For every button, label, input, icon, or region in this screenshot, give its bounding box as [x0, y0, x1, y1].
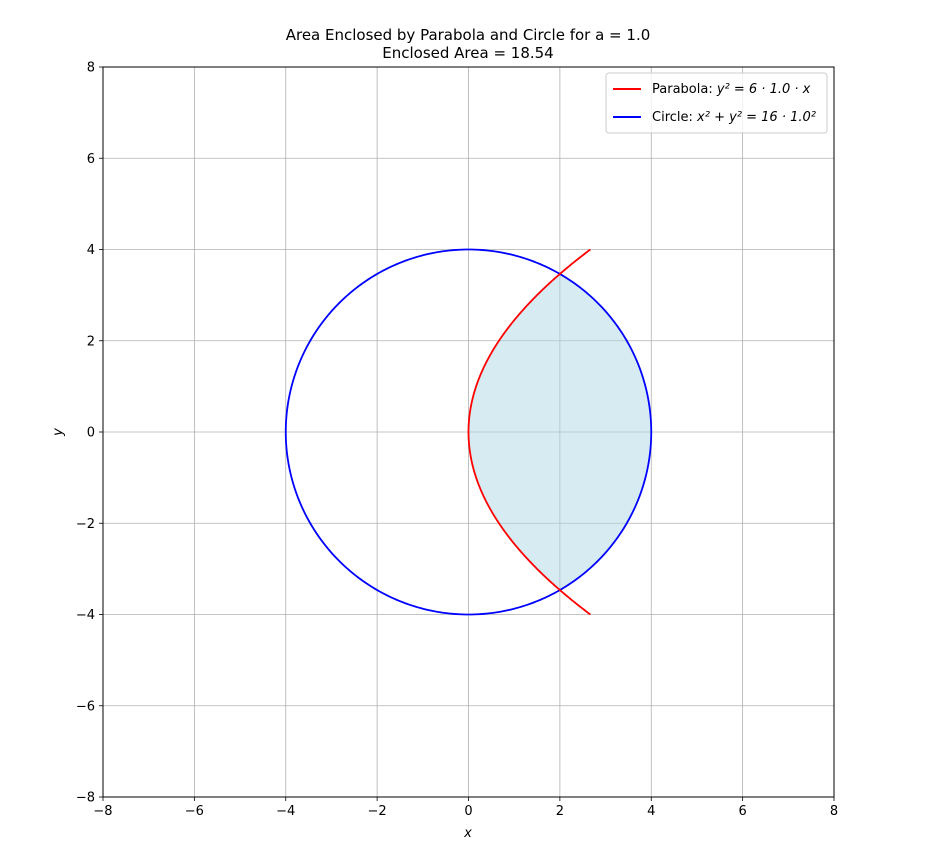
- fill-layer: [468, 273, 652, 591]
- legend-box: [605, 72, 828, 134]
- legend-prefix-parabola: Parabola:: [652, 82, 717, 97]
- y-tick-label-8: 8: [87, 61, 95, 76]
- x-tick-label-5: 2: [556, 804, 564, 819]
- x-tick-label-4: 0: [464, 804, 472, 819]
- y-tick-label-1: −6: [76, 699, 95, 714]
- y-tick-label-4: 0: [87, 426, 95, 441]
- y-tick-label-5: 2: [87, 334, 95, 349]
- y-tick-label-7: 6: [87, 152, 95, 167]
- y-tick-label-2: −4: [76, 608, 95, 623]
- x-axis-label: x: [463, 826, 472, 841]
- x-tick-label-8: 8: [830, 804, 838, 819]
- legend-label-circle: Circle: x² + y² = 16 · 1.0²: [652, 110, 816, 125]
- y-tick-label-3: −2: [76, 517, 95, 532]
- legend: Parabola: y² = 6 · 1.0 · x Circle: x² + …: [605, 72, 828, 134]
- x-tick-label-2: −4: [276, 804, 295, 819]
- x-tick-label-7: 6: [738, 804, 746, 819]
- y-axis-label: y: [51, 428, 66, 437]
- y-tick-label-6: 4: [87, 243, 95, 258]
- x-tick-label-3: −2: [368, 804, 387, 819]
- enclosed-area-fill: [468, 273, 652, 591]
- tick-layer: −8 −6 −4 −2 0 2 4 6 8 −8 −6 −4 −2 0 2 4 6 8: [76, 61, 838, 820]
- chart-subtitle: Enclosed Area = 18.54: [382, 44, 553, 62]
- chart-title: Area Enclosed by Parabola and Circle for…: [286, 26, 651, 44]
- y-tick-label-0: −8: [76, 791, 95, 806]
- legend-label-parabola: Parabola: y² = 6 · 1.0 · x: [652, 82, 811, 97]
- legend-math-parabola: y² = 6 · 1.0 · x: [716, 82, 811, 97]
- x-tick-label-1: −6: [185, 804, 204, 819]
- legend-prefix-circle: Circle:: [652, 110, 697, 125]
- series-layer: [284, 248, 653, 616]
- x-tick-label-6: 4: [647, 804, 655, 819]
- legend-math-circle: x² + y² = 16 · 1.0²: [696, 110, 816, 125]
- series-parabola-line: [467, 248, 591, 616]
- x-tick-label-0: −8: [93, 804, 112, 819]
